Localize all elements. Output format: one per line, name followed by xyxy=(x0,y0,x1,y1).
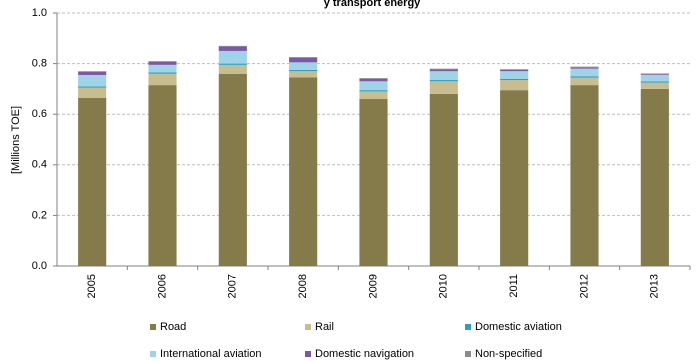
bar-segment xyxy=(78,71,107,75)
bar-segment xyxy=(148,72,177,74)
bar-segment xyxy=(359,78,388,79)
legend-swatch xyxy=(150,324,156,330)
bar-segment xyxy=(78,74,107,87)
bar-segment xyxy=(78,87,107,98)
legend-label: Rail xyxy=(315,321,334,333)
legend-label: Road xyxy=(160,321,186,333)
x-tick-label: 2005 xyxy=(86,274,98,298)
bar-segment xyxy=(289,69,318,72)
bar-segment xyxy=(78,97,107,266)
bar-segment xyxy=(289,77,318,266)
bar-segment xyxy=(289,62,318,70)
bar-segment xyxy=(148,85,177,266)
legend-label: Non-specified xyxy=(475,348,542,360)
bar-segment xyxy=(148,61,177,62)
bar-segment xyxy=(429,68,458,70)
bar-segment xyxy=(148,61,177,65)
bar-segment xyxy=(640,81,669,83)
x-tick-label: 2012 xyxy=(578,274,590,298)
bar-segment xyxy=(359,78,388,82)
legend-swatch xyxy=(305,324,311,330)
bar-segment xyxy=(218,45,247,47)
bar-segment xyxy=(218,63,247,65)
bar-segment xyxy=(359,99,388,267)
x-tick-label: 2008 xyxy=(297,274,309,298)
chart-title: y transport energy xyxy=(324,0,421,9)
bar-segment xyxy=(289,57,318,63)
y-tick-label: 0.6 xyxy=(32,108,47,120)
bar-segment xyxy=(429,71,458,81)
legend-swatch xyxy=(465,351,471,357)
bar-segment xyxy=(640,88,669,267)
y-tick-label: 0.0 xyxy=(32,260,47,272)
bar-segment xyxy=(570,85,599,266)
bar-segment xyxy=(148,73,177,86)
legend-swatch xyxy=(150,351,156,357)
bar-segment xyxy=(429,81,458,94)
legend-swatch xyxy=(465,324,471,330)
bar-segment xyxy=(218,46,247,51)
y-tick-label: 0.4 xyxy=(32,159,47,171)
y-tick-label: 0.2 xyxy=(32,209,47,221)
bar-segment xyxy=(148,64,177,73)
y-tick-label: 1.0 xyxy=(32,7,47,19)
bar-segment xyxy=(500,78,529,81)
bar-segment xyxy=(500,69,529,72)
legend-label: Domestic aviation xyxy=(475,321,562,333)
bar-segment xyxy=(570,67,599,69)
bar-segment xyxy=(218,64,247,74)
bar-segment xyxy=(78,86,107,88)
bar-segment xyxy=(218,50,247,64)
bar-segment xyxy=(640,74,669,82)
bar-segment xyxy=(429,93,458,267)
legend-label: Domestic navigation xyxy=(315,348,414,360)
bar-segment xyxy=(640,73,669,75)
bar-segment xyxy=(429,80,458,82)
bar-segment xyxy=(570,68,599,77)
x-tick-label: 2006 xyxy=(156,274,168,298)
bar-segment xyxy=(500,69,529,70)
legend-label: International aviation xyxy=(160,348,262,360)
bar-segment xyxy=(359,81,388,91)
bar-segment xyxy=(570,76,599,78)
legend-swatch xyxy=(305,351,311,357)
bar-segment xyxy=(640,82,669,89)
bar-segment xyxy=(500,90,529,266)
bar-segment xyxy=(500,71,529,79)
bar-segment xyxy=(570,77,599,86)
bar-segment xyxy=(359,90,388,92)
bar-segment xyxy=(78,71,107,72)
x-tick-label: 2011 xyxy=(508,274,520,298)
bar-segment xyxy=(289,71,318,78)
x-tick-label: 2013 xyxy=(649,274,661,298)
bar-segment xyxy=(500,80,529,91)
bar-segment xyxy=(640,74,669,75)
x-tick-label: 2010 xyxy=(438,274,450,298)
y-tick-label: 0.8 xyxy=(32,58,47,70)
bar-segment xyxy=(429,69,458,72)
bar-segment xyxy=(359,91,388,100)
x-tick-label: 2009 xyxy=(367,274,379,298)
bar-segment xyxy=(570,66,599,68)
bar-segment xyxy=(218,73,247,266)
y-axis-label: [Millions TOE] xyxy=(10,106,22,174)
x-tick-label: 2007 xyxy=(227,274,239,298)
